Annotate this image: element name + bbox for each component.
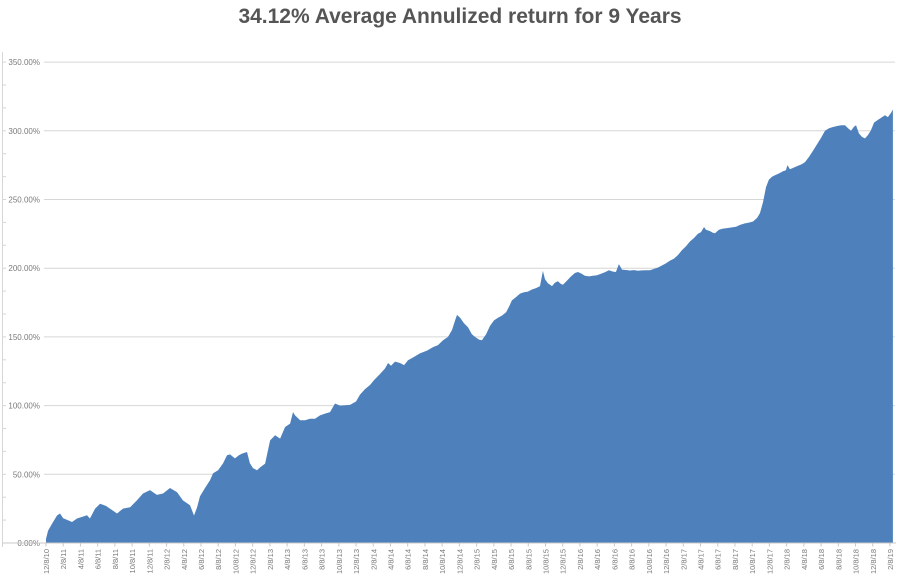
x-tick-label: 6/8/18 <box>817 549 826 570</box>
x-tick-label: 6/8/12 <box>197 549 206 570</box>
x-tick-label: 2/8/13 <box>266 549 275 570</box>
x-tick-label: 4/8/14 <box>386 549 395 570</box>
x-tick-label: 8/8/18 <box>834 549 843 570</box>
y-tick-label: 50.00% <box>13 470 40 479</box>
x-tick-label: 2/8/12 <box>163 549 172 570</box>
x-tick-label: 10/8/14 <box>438 549 447 574</box>
x-tick-label: 4/8/11 <box>76 549 85 569</box>
x-tick-label: 4/8/15 <box>490 549 499 570</box>
x-tick-label: 12/8/17 <box>765 549 774 574</box>
x-tick-label: 6/8/13 <box>300 549 309 570</box>
x-tick-label: 8/8/13 <box>318 549 327 570</box>
x-tick-label: 2/8/15 <box>473 549 482 570</box>
x-tick-label: 8/8/17 <box>731 549 740 570</box>
y-axis <box>2 52 6 547</box>
x-tick-label: 4/8/12 <box>180 549 189 570</box>
x-tick-label: 6/8/14 <box>404 549 413 570</box>
x-tick-label: 6/8/16 <box>610 549 619 570</box>
x-tick-label: 12/8/10 <box>42 549 51 574</box>
x-tick-label: 6/8/17 <box>714 549 723 570</box>
x-tick-label: 6/8/15 <box>507 549 516 570</box>
x-tick-label: 8/8/14 <box>421 549 430 570</box>
y-tick-label: 100.00% <box>8 402 40 411</box>
x-tick-label: 2/8/17 <box>679 549 688 570</box>
x-tick-label: 2/8/14 <box>369 549 378 570</box>
x-tick-label: 4/8/16 <box>593 549 602 570</box>
x-tick-label: 12/8/15 <box>559 549 568 574</box>
x-axis <box>2 542 896 547</box>
x-tick-label: 8/8/16 <box>628 549 637 570</box>
x-tick-label: 10/8/12 <box>231 549 240 574</box>
x-tick-label: 10/8/16 <box>645 549 654 574</box>
x-tick-label: 4/8/17 <box>697 549 706 570</box>
x-tick-label: 4/8/13 <box>283 549 292 570</box>
x-tick-label: 8/8/12 <box>214 549 223 570</box>
x-tick-label: 10/8/18 <box>852 549 861 574</box>
x-tick-label: 12/8/14 <box>455 549 464 574</box>
x-tick-label: 12/8/12 <box>249 549 258 574</box>
y-tick-label: 300.00% <box>8 127 40 136</box>
x-axis-tick-labels: 12/8/10 2/8/11 4/8/11 6/8/11 8/8/11 10/8/11 12… <box>42 549 895 574</box>
y-axis-tick-labels: 0.00%50.00%100.00%150.00%200.00%250.00%3… <box>8 58 40 548</box>
x-tick-label: 12/8/18 <box>869 549 878 574</box>
x-tick-label: 2/8/16 <box>576 549 585 570</box>
x-tick-label: 12/8/16 <box>662 549 671 574</box>
x-tick-label: 6/8/11 <box>94 549 103 569</box>
x-tick-label: 2/8/11 <box>59 549 68 569</box>
x-tick-label: 8/8/15 <box>524 549 533 570</box>
x-tick-label: 2/8/18 <box>783 549 792 570</box>
y-tick-label: 150.00% <box>8 333 40 342</box>
x-tick-label: 2/8/19 <box>886 549 895 570</box>
return-area-series <box>46 109 893 543</box>
y-tick-label: 200.00% <box>8 264 40 273</box>
x-tick-label: 12/8/11 <box>145 549 154 573</box>
area-series-group <box>46 109 893 543</box>
x-tick-label: 10/8/17 <box>748 549 757 574</box>
x-tick-label: 10/8/11 <box>128 549 137 573</box>
x-tick-label: 8/8/11 <box>111 549 120 569</box>
y-tick-label: 250.00% <box>8 196 40 205</box>
x-tick-label: 12/8/13 <box>352 549 361 574</box>
y-tick-label: 350.00% <box>8 58 40 67</box>
x-tick-label: 10/8/13 <box>335 549 344 574</box>
chart-title: 34.12% Average Annulized return for 9 Ye… <box>238 5 682 28</box>
x-tick-label: 4/8/18 <box>800 549 809 570</box>
x-tick-label: 10/8/15 <box>541 549 550 574</box>
